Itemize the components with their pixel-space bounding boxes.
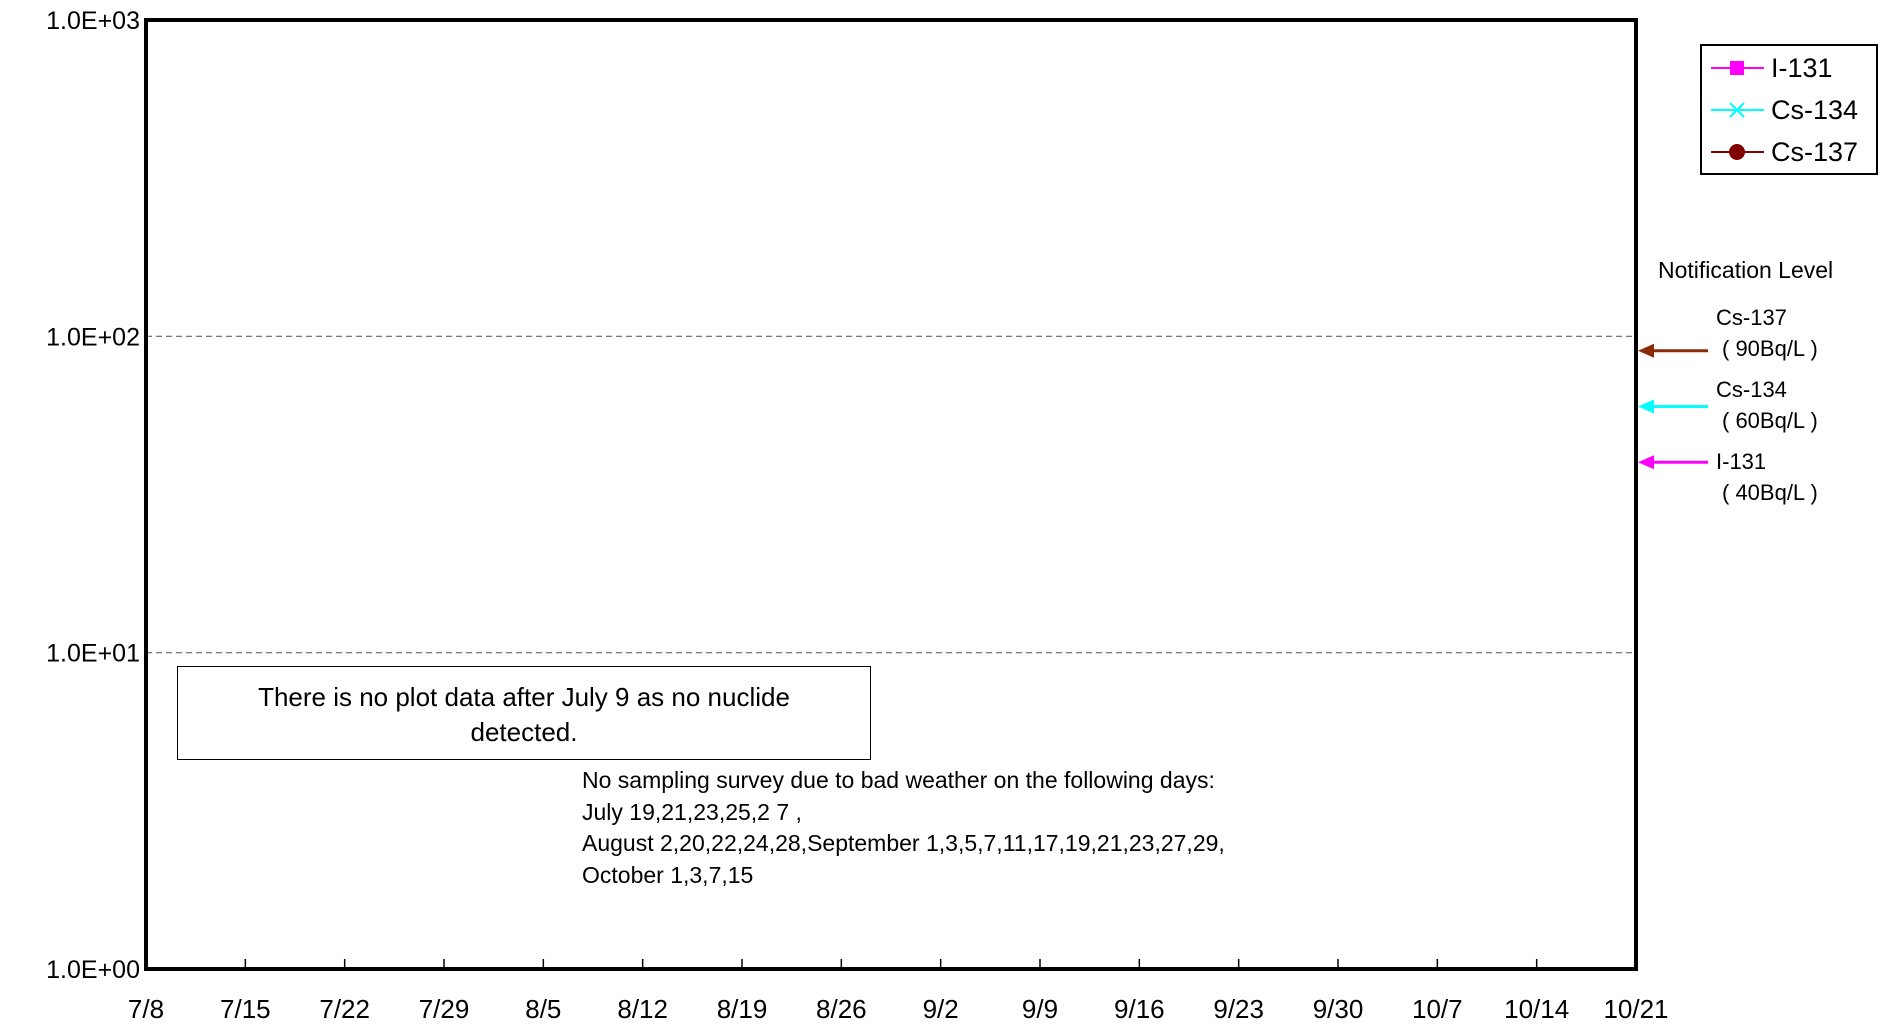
notification-arrow-head xyxy=(1638,399,1654,414)
plot-area xyxy=(144,18,1638,971)
x-tick-label: 7/22 xyxy=(319,994,370,1024)
notification-cs137-value: ( 90Bq/L ) xyxy=(1722,336,1818,361)
notification-arrow-head xyxy=(1638,343,1654,358)
notification-i131-name: I-131 xyxy=(1716,449,1767,474)
survey-note-line: August 2,20,22,24,28,September 1,3,5,7,1… xyxy=(582,830,1225,856)
x-tick-label: 9/23 xyxy=(1213,994,1264,1024)
survey-note-line: October 1,3,7,15 xyxy=(582,861,754,888)
x-tick-label: 10/14 xyxy=(1504,994,1569,1024)
x-tick-label: 10/7 xyxy=(1412,994,1463,1024)
notification-i131-value: ( 40Bq/L ) xyxy=(1722,480,1818,505)
legend-marker-x xyxy=(1729,102,1745,118)
y-tick-label: 1.0E+01 xyxy=(46,640,140,668)
x-tick-label: 7/29 xyxy=(419,994,470,1024)
x-tick-label: 10/21 xyxy=(1603,994,1668,1024)
y-axis: 1.0E+00 1.0E+01 1.0E+02 1.0E+03 xyxy=(46,7,140,984)
legend-marker-circle xyxy=(1729,144,1745,160)
x-axis: 7/8 7/15 7/22 7/29 8/5 8/12 8/19 8/26 9/2 9/9 9/16… xyxy=(128,959,1669,1024)
survey-note: No sampling survey due to bad weather on… xyxy=(582,765,1225,891)
legend-label: Cs-134 xyxy=(1771,95,1858,125)
y-tick-label: 1.0E+02 xyxy=(46,323,140,351)
notification-arrow-head xyxy=(1638,455,1654,470)
x-tick-label: 9/9 xyxy=(1022,994,1058,1024)
x-tick-label: 8/19 xyxy=(717,994,768,1024)
x-tick-label: 7/15 xyxy=(220,994,271,1024)
no-data-note-line: There is no plot data after July 9 as no… xyxy=(258,682,790,712)
survey-note-line: July 19,21,23,25,2 7 , xyxy=(582,798,802,825)
survey-note-line: No sampling survey due to bad weather on… xyxy=(582,767,1215,793)
x-tick-label: 8/12 xyxy=(617,994,668,1024)
x-tick-label: 8/5 xyxy=(525,994,561,1024)
no-data-note: There is no plot data after July 9 as no… xyxy=(177,666,871,760)
x-tick-label: 9/16 xyxy=(1114,994,1165,1024)
x-tick-label: 9/30 xyxy=(1313,994,1364,1024)
x-tick-label: 7/8 xyxy=(128,994,164,1024)
legend-label: I-131 xyxy=(1771,53,1833,83)
y-tick-label: 1.0E+00 xyxy=(46,956,140,984)
grid-lines xyxy=(146,335,1636,654)
legend-marker-square xyxy=(1730,61,1744,75)
y-tick-label: 1.0E+03 xyxy=(46,7,140,35)
x-tick-label: 8/26 xyxy=(816,994,867,1024)
legend: I-131 Cs-134 Cs-137 xyxy=(1700,44,1878,175)
no-data-note-line: detected. xyxy=(470,717,578,747)
x-tick-label: 9/2 xyxy=(923,994,959,1024)
notification-arrows xyxy=(1638,343,1708,470)
notification-cs134-value: ( 60Bq/L ) xyxy=(1722,408,1818,433)
notification-cs134-name: Cs-134 xyxy=(1716,377,1787,402)
legend-label: Cs-137 xyxy=(1771,137,1858,167)
notification-level-title: Notification Level xyxy=(1658,257,1834,283)
notification-cs137-name: Cs-137 xyxy=(1716,305,1787,330)
